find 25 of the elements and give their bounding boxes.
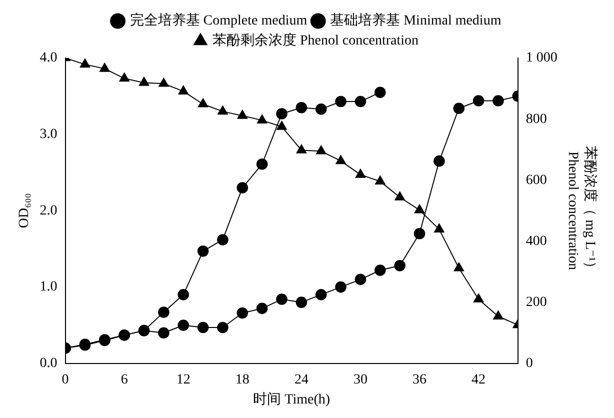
y2-tick-label: 1 000 [526,50,558,66]
x-tick-label: 24 [294,372,308,388]
x-tick-label: 30 [353,372,368,388]
x-tick-label: 36 [412,372,427,388]
y2-axis-title: 苯酚浓度（ mg L⁻¹） Phenol concentration [565,146,598,276]
y2-tick-label: 800 [526,112,547,127]
legend-label: 基础培养基 Minimal medium [330,12,502,29]
x-tick-label: 42 [472,372,486,388]
x-tick-label: 0 [62,372,69,388]
legend-label: 完全培养基 Complete medium [130,12,308,29]
y2-tick-label: 200 [526,294,547,310]
y-tick-label: 0.0 [40,356,58,372]
y-tick-label: 1.0 [40,280,58,295]
y-tick-label: 2.0 [40,203,58,218]
legend-label: 苯酚剩余浓度 Phenol concentration [212,32,419,49]
x-tick-label: 6 [120,372,128,388]
x-tick-label: 18 [235,372,250,388]
y-tick-label: 4.0 [40,50,58,66]
y-tick-label: 3.0 [40,127,58,142]
x-tick-label: 12 [176,372,190,388]
y2-tick-label: 600 [526,172,547,188]
y-axis-title: OD₆₀₀ [17,193,32,228]
y2-tick-label: 400 [526,234,547,249]
x-axis-title: 时间 Time(h) [253,391,330,408]
y2-tick-label: 0 [526,356,533,372]
